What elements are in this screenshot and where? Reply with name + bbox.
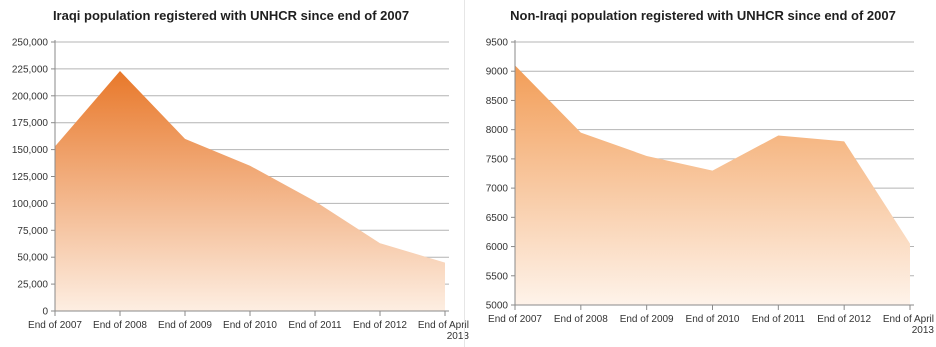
y-tick-label: 125,000	[12, 172, 49, 183]
y-tick-label: 7500	[486, 154, 509, 165]
data-point	[444, 261, 446, 263]
y-tick-label: 6000	[486, 242, 509, 253]
data-point	[843, 140, 845, 142]
x-tick-label: End of 2009	[158, 320, 212, 331]
area-series	[515, 65, 910, 305]
y-tick-label: 225,000	[12, 64, 49, 75]
y-tick-label: 0	[42, 307, 48, 318]
x-tick-label: End of 2010	[223, 320, 277, 331]
area-series	[55, 71, 445, 311]
x-tick-label: End of 2008	[554, 314, 608, 325]
x-tick-label: End of April 2013	[883, 314, 935, 336]
x-tick-label: End of 2008	[93, 320, 147, 331]
y-tick-label: 8500	[486, 96, 509, 107]
y-tick-label: 75,000	[17, 226, 48, 237]
y-tick-label: 5500	[486, 271, 509, 282]
x-tick-label: End of 2011	[752, 314, 806, 325]
x-tick-label: End of 2007	[488, 314, 542, 325]
x-tick-label: End of April 2013	[418, 320, 470, 342]
y-tick-label: 7000	[486, 184, 509, 195]
non-iraqi-population-plot: 5000 5500 6000 6500 7000 7500 8000 8500 9000 9500…	[486, 38, 935, 337]
x-tick-label: End of 2007	[28, 320, 82, 331]
y-tick-label: 175,000	[12, 118, 49, 129]
x-tick-label: End of 2009	[620, 314, 674, 325]
y-tick-label: 8000	[486, 125, 509, 136]
x-tick-label: End of 2012	[353, 320, 407, 331]
y-tick-label: 5000	[486, 301, 509, 312]
iraqi-population-plot: 0 25,000 50,000 75,000 100,000 125,000 150,000…	[12, 38, 470, 343]
y-tick-label: 200,000	[12, 91, 49, 102]
panel-divider	[464, 0, 465, 347]
y-tick-label: 9000	[486, 67, 509, 78]
data-point	[909, 242, 911, 244]
data-point	[314, 200, 316, 202]
data-point	[580, 131, 582, 133]
data-point	[249, 165, 251, 167]
x-tick-label: End of 2011	[288, 320, 342, 331]
y-tick-label: 6500	[486, 213, 509, 224]
data-point	[777, 134, 779, 136]
y-tick-label: 100,000	[12, 199, 49, 210]
data-point	[379, 242, 381, 244]
non-iraqi-population-chart: Non-Iraqi population registered with UNH…	[470, 0, 936, 347]
y-tick-label: 50,000	[17, 253, 48, 264]
chart-title: Iraqi population registered with UNHCR s…	[52, 8, 410, 23]
y-tick-label: 250,000	[12, 38, 49, 49]
y-tick-label: 25,000	[17, 280, 48, 291]
y-tick-label: 9500	[486, 38, 509, 49]
iraqi-population-chart: Iraqi population registered with UNHCR s…	[0, 0, 470, 347]
x-tick-label: End of 2012	[817, 314, 871, 325]
y-tick-label: 150,000	[12, 145, 49, 156]
chart-title: Non-Iraqi population registered with UNH…	[510, 8, 896, 23]
data-point	[645, 155, 647, 157]
data-point	[184, 138, 186, 140]
data-point	[119, 70, 121, 72]
data-point	[711, 169, 713, 171]
x-tick-label: End of 2010	[686, 314, 740, 325]
